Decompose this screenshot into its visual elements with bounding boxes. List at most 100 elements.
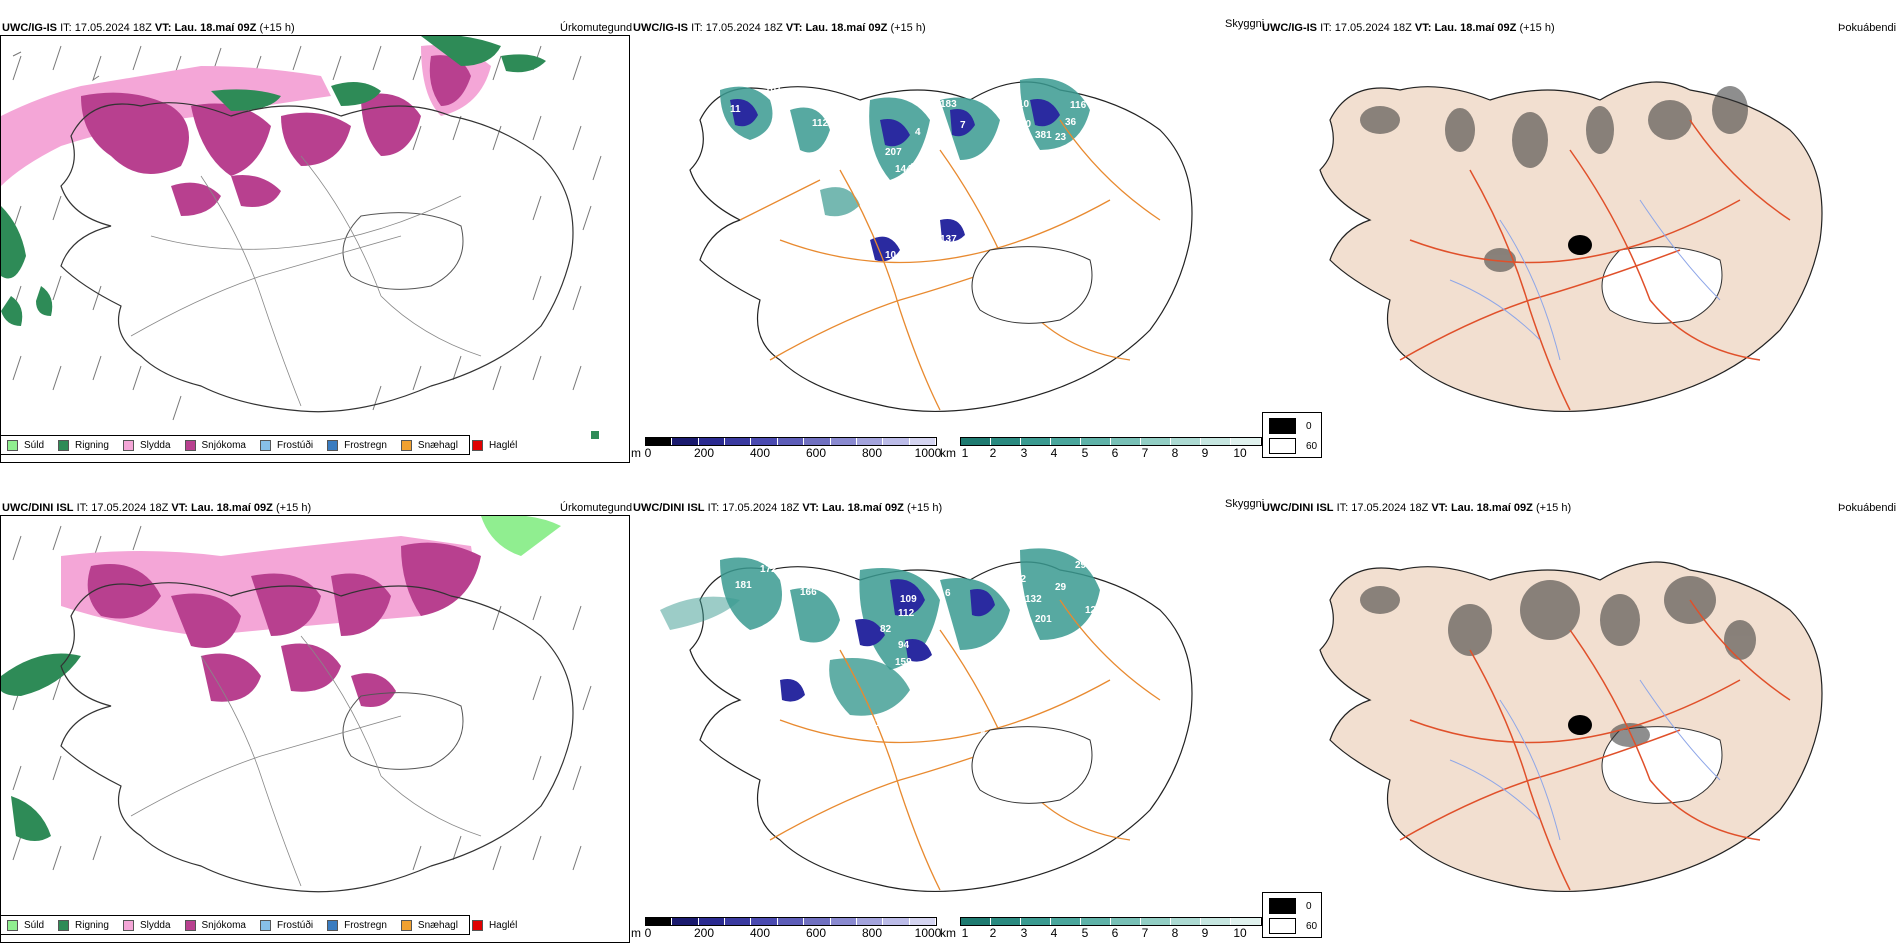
cloud-label: 101 [765,85,782,96]
visibility-map-2[interactable]: 172 181 166 96 107 6 139 22 120 109 112 … [640,520,1240,910]
precip-map-1[interactable] [0,35,630,463]
legend-label: Rigning [75,439,109,451]
cloud-label: 1 [1050,212,1056,223]
tick-label: 2 [989,926,997,940]
legend-swatch [7,919,18,931]
cloud-label: 10 [885,250,897,261]
cloudbase-colorbar-2 [645,917,937,926]
precip-map-2[interactable] [0,515,630,943]
vt-value: Lau. 18.maí 09Z [805,22,888,34]
cloud-label: 207 [885,147,902,158]
cloudbase-colorbar-1 [645,437,937,446]
visibility-colorbar-1 [960,437,1262,446]
cloud-base-labels: 172 181 166 96 107 6 139 22 120 109 112 … [735,560,1102,745]
tick-label: 800 [861,926,883,940]
cloud-label: 109 [900,594,917,605]
tick-label: 600 [805,446,827,460]
fog-label: 60 [1306,440,1318,452]
tick-label: 4 [1050,926,1058,940]
tick-label: 6 [1111,926,1119,940]
cloud-label: 72 [865,184,877,195]
cloud-label: 94 [898,640,910,651]
unit-label: km [940,446,956,460]
tick-label: 0 [644,446,652,460]
it-value: 17.05.2024 18Z [705,22,783,34]
it-label: IT: [1336,502,1349,514]
cloud-label: 124 [1085,605,1102,616]
legend-item-snow: Snjókoma [184,919,246,931]
panel-header-fog-2: UWC/DINI ISL IT: 17.05.2024 18Z VT: Lau.… [1262,502,1571,515]
unit-label: km [940,926,956,940]
cloud-label: 0 [858,277,864,288]
wind-barbs [12,525,592,871]
unit-label: m [631,446,641,460]
visibility-ticks-2: km 1 2 3 4 5 6 7 8 9 10 [940,926,1270,940]
cloud-label: 17 [1060,662,1072,673]
fog-map-1[interactable] [1300,40,1860,420]
cloud-label: 75 [1085,129,1097,140]
iceland-outline [60,102,574,413]
tick-label: 7 [1141,446,1149,460]
legend-swatch [122,919,134,931]
legend-item-drizzle: Súld [7,439,45,451]
legend-swatch [184,439,196,451]
tick-label: 8 [1171,926,1179,940]
it-label: IT: [76,502,89,514]
legend-label: Súld [24,439,45,451]
cloud-label: 6 [755,667,761,678]
glacier-outline [971,246,1093,324]
legend-label: Frostúði [276,919,314,931]
legend-label: Snæhagl [417,439,458,451]
cloud-label: 201 [1035,614,1052,625]
fog-label: 0 [1306,900,1312,912]
vt-label: VT: [785,22,803,34]
it-value: 17.05.2024 18Z [1351,502,1429,514]
legend-label: Frostregn [344,439,387,451]
model-name: UWC/IG-IS [633,22,688,34]
road-network [1399,119,1791,411]
legend-label: Haglél [488,919,518,931]
cloud-label: 38 [930,152,942,163]
lead-time: (+15 h) [259,22,295,34]
tick-label: 10 [1233,446,1247,460]
wind-barbs [12,45,602,421]
cloud-label: 11 [730,104,741,115]
tick-label: 7 [1141,926,1149,940]
cloud-label: 28 [923,660,935,671]
it-value: 17.05.2024 18Z [91,502,169,514]
legend-label: Slydda [139,919,171,931]
panel-title-fog: Þokuábendi [1838,502,1897,514]
model-name: UWC/IG-IS [2,22,57,34]
lead-time: (+15 h) [906,502,943,514]
lead-time: (+15 h) [890,22,926,34]
fog-swatch [1269,918,1296,934]
tick-label: 0 [644,926,652,940]
tick-label: 3 [1020,446,1028,460]
legend-label: Súld [24,919,45,931]
vt-value: Lau. 18.maí 09Z [190,502,273,514]
legend-swatch [184,919,196,931]
iceland-outline [689,561,1193,893]
legend-item-snow-pellets: Snæhagl [400,439,458,451]
lead-time: (+15 h) [1535,502,1572,514]
iceland-outline [60,582,574,893]
cloud-label: 102 [865,168,882,179]
cloud-label: 107 [780,647,797,658]
fog-areas [1360,86,1748,272]
cloud-label: 172 [760,564,777,575]
fog-map-2[interactable] [1300,520,1860,900]
legend-item-rain: Rigning [58,439,109,451]
legend-item-snow: Snjókoma [184,439,246,451]
tick-label: 9 [1201,926,1209,940]
cloud-label: 183 [940,99,957,110]
cloud-label: 116 [1070,100,1087,111]
cloud-label: 159 [895,657,912,668]
tick-label: 400 [749,446,771,460]
road-lines [130,155,482,407]
cloud-label: 144 [895,164,912,175]
cloud-label: 10 [1018,99,1030,110]
visibility-map-1[interactable]: 101 181 112 11 328 207 4 38 64 144 102 7… [640,40,1240,440]
legend-swatch [259,919,271,931]
legend-swatch [259,439,271,451]
legend-swatch [327,919,339,931]
